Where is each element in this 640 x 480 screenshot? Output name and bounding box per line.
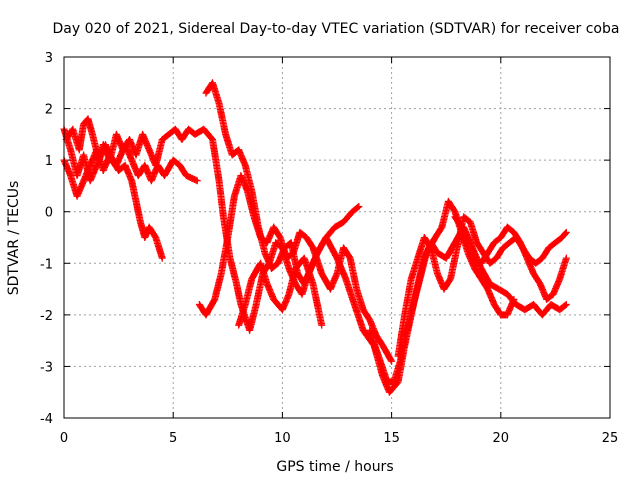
grid-lines (64, 57, 610, 418)
series-trail (235, 255, 325, 328)
series-trace-e (195, 172, 396, 365)
x-tick-label: 20 (493, 431, 510, 446)
y-axis-label: SDTVAR / TECUs (6, 181, 22, 296)
y-tick-label: 0 (45, 206, 53, 221)
series-trail (63, 116, 166, 261)
y-tick-label: 1 (45, 154, 53, 169)
plot-frame (63, 56, 611, 419)
data-points (60, 79, 570, 396)
y-tick-label: -3 (40, 360, 53, 375)
x-tick-label: 0 (60, 431, 68, 446)
y-tick-label: -1 (40, 257, 53, 272)
series-trace-f (235, 254, 326, 329)
y-tick-label: 3 (45, 51, 53, 66)
series-trace-b (60, 141, 201, 200)
x-axis-label: GPS time / hours (276, 459, 393, 475)
series-trace-i (451, 213, 570, 303)
y-tick-label: 2 (45, 103, 53, 118)
series-trail (394, 214, 569, 359)
y-tick-label: -4 (40, 412, 53, 427)
y-tick-label: -2 (40, 309, 53, 324)
x-tick-label: 5 (169, 431, 177, 446)
x-tick-label: 15 (383, 431, 400, 446)
series-trail (196, 173, 395, 364)
x-tick-label: 25 (602, 431, 619, 446)
series-trail (452, 214, 570, 302)
x-tick-label: 10 (274, 431, 291, 446)
series-trace-c (62, 115, 166, 262)
axis-ticks: 0 5 10 15 20 25 -4 -3 -2 -1 0 1 2 3 (40, 51, 618, 446)
chart-title: Day 020 of 2021, Sidereal Day-to-day VTE… (53, 21, 620, 37)
